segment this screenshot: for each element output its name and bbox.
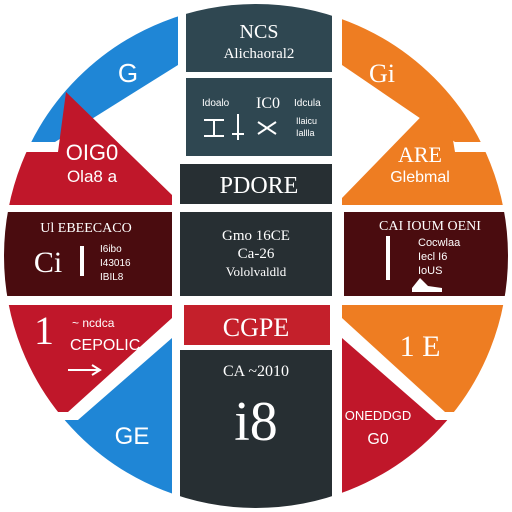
lower-left-line2: CEPOLIC bbox=[70, 337, 140, 354]
mid-right-shoe-icon bbox=[412, 278, 442, 292]
mid-left-header: Ul EBEECACO bbox=[40, 221, 131, 236]
mid-left-line1: I6ibo bbox=[100, 244, 122, 255]
segment-mid-left bbox=[3, 212, 172, 296]
lower-right-number: 1 E bbox=[400, 330, 441, 363]
center-table-box bbox=[186, 78, 332, 156]
bottom-left-label: GE bbox=[115, 423, 150, 450]
center-info-box bbox=[180, 212, 332, 296]
upper-left-title: OIG0 bbox=[66, 140, 119, 165]
banner-label: CGPE bbox=[223, 313, 289, 342]
mid-right-line3: IoUS bbox=[418, 265, 442, 277]
table-glyph-icon bbox=[204, 114, 277, 140]
table-sub1: Ilaicu bbox=[296, 116, 317, 126]
lower-left-line1: ~ ncdca bbox=[72, 316, 115, 330]
table-sub2: Iallla bbox=[296, 128, 315, 138]
lower-left-arrow-icon bbox=[68, 364, 102, 376]
info-line1: Gmo 16CE bbox=[222, 228, 290, 244]
upper-right-subtitle: Glebmal bbox=[390, 169, 450, 186]
center-top-box bbox=[186, 3, 332, 72]
center-banner bbox=[184, 305, 330, 345]
segment-mid-right bbox=[344, 212, 509, 296]
mid-right-bar-icon bbox=[386, 236, 390, 280]
top-right-label: Gi bbox=[369, 59, 395, 88]
mid-right-line1: Cocwlaa bbox=[418, 237, 461, 249]
segment-lower-right bbox=[342, 305, 509, 412]
mid-right-line2: Iecl I6 bbox=[418, 251, 447, 263]
segment-upper-right bbox=[342, 92, 509, 205]
mid-left-symbol: Ci bbox=[34, 246, 62, 279]
table-col3: Idcula bbox=[294, 98, 321, 109]
bottom-right-line2: G0 bbox=[367, 431, 388, 448]
upper-left-subtitle: Ola8 a bbox=[67, 167, 118, 186]
table-col2: IC0 bbox=[256, 95, 280, 112]
mid-right-header: CAI IOUM OENI bbox=[379, 219, 481, 234]
center-pdore-box bbox=[180, 164, 332, 204]
info-line2: Ca-26 bbox=[238, 246, 275, 262]
pdore-label: PDORE bbox=[220, 173, 299, 199]
center-bottom-box bbox=[180, 350, 332, 509]
center-top-line1: NCS bbox=[240, 21, 279, 43]
bottom-box-big: i8 bbox=[234, 391, 278, 453]
segment-lower-left bbox=[3, 305, 172, 412]
upper-right-title: ARE bbox=[398, 142, 442, 167]
bottom-right-line1: ONEDDGD bbox=[345, 408, 411, 423]
center-top-line2: Alichaoral2 bbox=[224, 46, 295, 62]
segment-upper-left bbox=[3, 92, 172, 205]
table-col1: Idoalo bbox=[202, 98, 230, 109]
lower-left-number: 1 bbox=[34, 308, 54, 353]
info-line3: Vololvaldld bbox=[226, 264, 287, 279]
bottom-box-line1: CA ~2010 bbox=[223, 363, 289, 380]
top-left-label: G bbox=[118, 58, 138, 88]
mid-left-line2: I43016 bbox=[100, 258, 131, 269]
mid-left-bar-icon bbox=[80, 246, 84, 276]
mid-left-line3: IBIL8 bbox=[100, 272, 124, 283]
